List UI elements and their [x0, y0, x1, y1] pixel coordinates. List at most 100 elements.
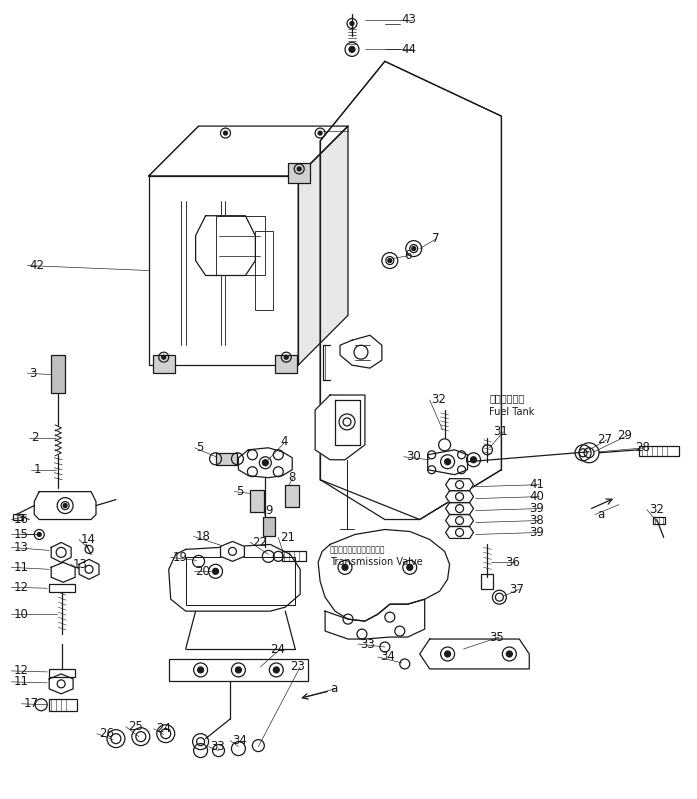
Text: 6: 6 [404, 249, 411, 262]
Polygon shape [320, 62, 501, 519]
Text: 21: 21 [280, 531, 296, 544]
Circle shape [506, 651, 512, 657]
Text: 32: 32 [431, 393, 447, 407]
Text: Fuel Tank: Fuel Tank [489, 407, 535, 417]
Polygon shape [220, 542, 245, 562]
Text: 9: 9 [266, 504, 273, 517]
Text: Transmission Valve: Transmission Valve [330, 558, 423, 567]
Text: 39: 39 [529, 502, 544, 515]
Text: フェルタンク: フェルタンク [489, 393, 525, 403]
Text: 15: 15 [13, 528, 28, 541]
Bar [255, 231, 273, 310]
Polygon shape [148, 126, 348, 176]
Text: 26: 26 [99, 727, 114, 740]
Text: 25: 25 [128, 720, 143, 733]
Text: 34: 34 [380, 650, 395, 663]
Circle shape [37, 532, 41, 536]
Polygon shape [51, 562, 75, 582]
Bar [263, 516, 275, 536]
Text: 7: 7 [431, 233, 439, 245]
Circle shape [412, 247, 415, 251]
Circle shape [318, 131, 322, 135]
Bar [185, 558, 296, 605]
Polygon shape [79, 559, 99, 579]
Bar [49, 699, 77, 711]
Text: 11: 11 [13, 675, 29, 689]
Bar [250, 490, 264, 511]
Text: 27: 27 [597, 433, 612, 447]
Bar [169, 659, 308, 681]
Circle shape [350, 22, 354, 26]
Text: 41: 41 [529, 478, 544, 491]
Circle shape [162, 356, 166, 360]
Bar [275, 356, 297, 373]
Text: 35: 35 [489, 630, 504, 643]
Text: 2: 2 [31, 431, 39, 444]
Text: a: a [597, 508, 604, 521]
Polygon shape [445, 527, 473, 539]
Circle shape [262, 459, 268, 466]
Text: 38: 38 [529, 514, 544, 527]
Polygon shape [315, 395, 365, 459]
Polygon shape [325, 599, 424, 639]
Text: 24: 24 [155, 722, 171, 735]
Circle shape [273, 667, 279, 673]
Circle shape [198, 667, 204, 673]
Polygon shape [318, 530, 450, 621]
Bar [282, 551, 306, 562]
Text: 1: 1 [33, 463, 40, 476]
Text: 22: 22 [252, 536, 268, 549]
Text: 44: 44 [401, 43, 417, 56]
Circle shape [470, 457, 477, 463]
Circle shape [224, 131, 227, 135]
Circle shape [407, 564, 413, 570]
Bar [13, 514, 23, 519]
Text: 29: 29 [617, 429, 632, 443]
Circle shape [445, 651, 450, 657]
Bar [215, 216, 266, 276]
Text: 17: 17 [23, 698, 38, 710]
Text: 42: 42 [29, 259, 45, 272]
Text: 3: 3 [29, 367, 37, 380]
Bar [49, 669, 75, 677]
Text: 19: 19 [173, 551, 187, 564]
Polygon shape [298, 126, 348, 365]
Polygon shape [196, 216, 255, 276]
Circle shape [445, 459, 450, 465]
Bar [153, 356, 175, 373]
Text: トランスミッションバルブ: トランスミッションバルブ [330, 545, 385, 554]
Polygon shape [51, 543, 71, 562]
Text: 20: 20 [196, 565, 210, 578]
Text: 23: 23 [290, 661, 305, 674]
Text: 12: 12 [13, 581, 29, 594]
Polygon shape [428, 450, 468, 475]
Text: 8: 8 [289, 471, 296, 484]
Circle shape [236, 667, 241, 673]
Polygon shape [169, 544, 300, 611]
Text: a: a [330, 682, 337, 695]
Text: 5: 5 [236, 485, 244, 498]
Text: 33: 33 [360, 638, 375, 650]
Polygon shape [445, 491, 473, 503]
Text: 13: 13 [13, 541, 28, 554]
Polygon shape [445, 515, 473, 527]
Text: 12: 12 [13, 665, 29, 678]
Text: 36: 36 [505, 556, 520, 569]
Polygon shape [34, 491, 96, 519]
Text: 37: 37 [510, 582, 524, 596]
Text: 24: 24 [270, 642, 285, 655]
Polygon shape [340, 336, 382, 368]
Circle shape [213, 568, 219, 574]
Text: 34: 34 [233, 734, 247, 747]
Bar [639, 446, 679, 455]
Circle shape [63, 503, 67, 507]
Bar [49, 584, 75, 592]
Text: 13: 13 [73, 558, 88, 570]
Text: 31: 31 [493, 425, 508, 439]
Polygon shape [49, 674, 73, 694]
Polygon shape [335, 400, 360, 445]
Text: 4: 4 [280, 435, 288, 448]
Text: 32: 32 [649, 503, 664, 516]
Text: 28: 28 [635, 441, 650, 455]
Polygon shape [148, 176, 298, 365]
